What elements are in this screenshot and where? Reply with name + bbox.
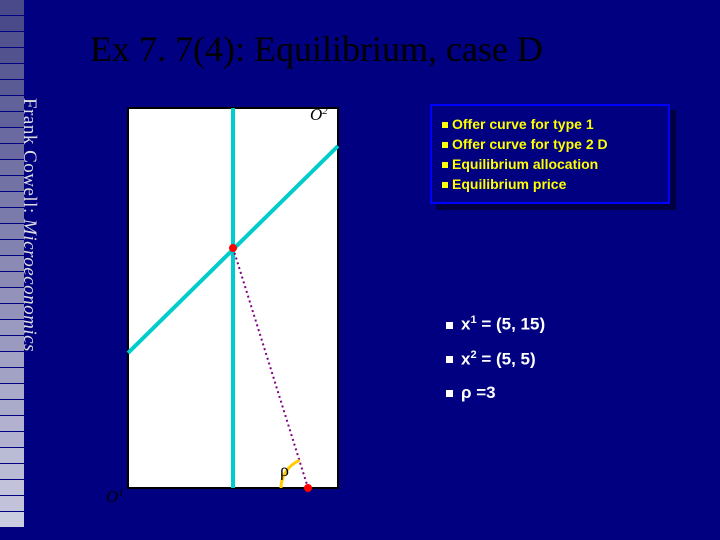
edgeworth-diagram: ρ O1 O2	[98, 98, 358, 508]
author-name: Frank Cowell:	[19, 98, 40, 219]
rho-val: =3	[472, 383, 496, 402]
bullet-icon	[442, 142, 448, 148]
x2-val: = (5, 5)	[477, 349, 536, 368]
legend-item: Offer curve for type 2 D	[442, 136, 658, 152]
book-name: Microeconomics	[19, 219, 40, 352]
bullet-icon	[442, 162, 448, 168]
endowment-dot	[304, 484, 312, 492]
bullet-icon	[442, 122, 448, 128]
bullet-icon	[442, 182, 448, 188]
x1-val: = (5, 15)	[477, 315, 546, 334]
bullet-icon	[446, 322, 453, 329]
origin-1-label: O1	[106, 487, 124, 506]
rho-sym: ρ	[461, 383, 472, 402]
bullet-icon	[446, 390, 453, 397]
legend-box: Offer curve for type 1 Offer curve for ty…	[430, 104, 670, 204]
results-list: x1 = (5, 15) x2 = (5, 5) ρ =3	[446, 300, 545, 417]
rho-label: ρ	[280, 460, 289, 480]
sidebar-attribution: Frank Cowell: Microeconomics	[18, 98, 40, 352]
result-x1: x1 = (5, 15)	[446, 314, 545, 335]
result-x2: x2 = (5, 5)	[446, 349, 545, 370]
allocation-dot	[229, 244, 237, 252]
bullet-icon	[446, 356, 453, 363]
legend-item: Equilibrium allocation	[442, 156, 658, 172]
slide-title: Ex 7. 7(4): Equilibrium, case D	[90, 28, 543, 70]
legend-item: Offer curve for type 1	[442, 116, 658, 132]
legend-item: Equilibrium price	[442, 176, 658, 192]
result-rho: ρ =3	[446, 383, 545, 403]
